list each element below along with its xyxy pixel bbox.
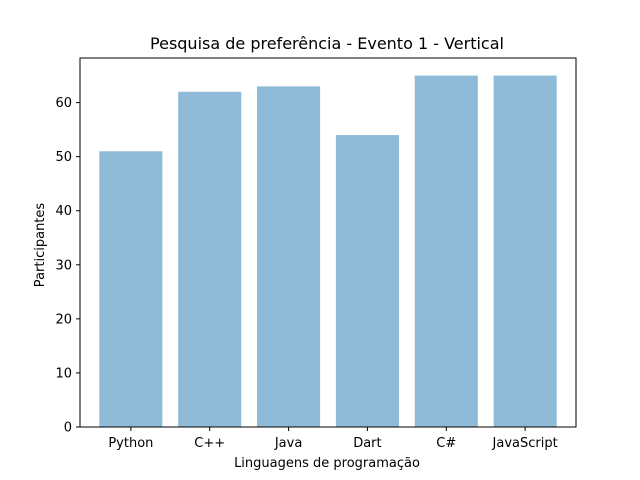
y-tick-label: 30 xyxy=(55,258,72,273)
bar-c- xyxy=(414,75,478,428)
y-axis-label: Participantes xyxy=(33,203,48,288)
y-tick-label: 10 xyxy=(55,366,72,381)
bar-dart xyxy=(335,135,399,428)
chart-title: Pesquisa de preferência - Evento 1 - Ver… xyxy=(150,34,504,53)
x-tick-label: Dart xyxy=(353,436,381,451)
x-tick-label: Python xyxy=(108,436,153,451)
bar-c- xyxy=(178,91,242,428)
y-tick-label: 60 xyxy=(55,96,72,111)
y-tick-label: 40 xyxy=(55,204,72,219)
plot-frame xyxy=(79,57,577,428)
x-tick-label: C++ xyxy=(194,436,225,451)
y-tick-label: 0 xyxy=(64,421,72,436)
bar-java xyxy=(257,86,321,427)
bars-layer xyxy=(99,75,557,428)
x-tick-label: C# xyxy=(436,436,456,451)
x-axis-label: Linguagens de programação xyxy=(234,456,420,471)
y-tick-label: 20 xyxy=(55,312,72,327)
x-tick-label: Java xyxy=(274,436,302,451)
y-tick-label: 50 xyxy=(55,150,72,165)
bar-javascript xyxy=(493,75,557,428)
x-tick-label: JavaScript xyxy=(492,436,558,451)
bar-python xyxy=(99,151,163,427)
axes-layer: Python C++ Java Dart C# JavaScript 0 10 20 30 40 50… xyxy=(55,57,577,451)
